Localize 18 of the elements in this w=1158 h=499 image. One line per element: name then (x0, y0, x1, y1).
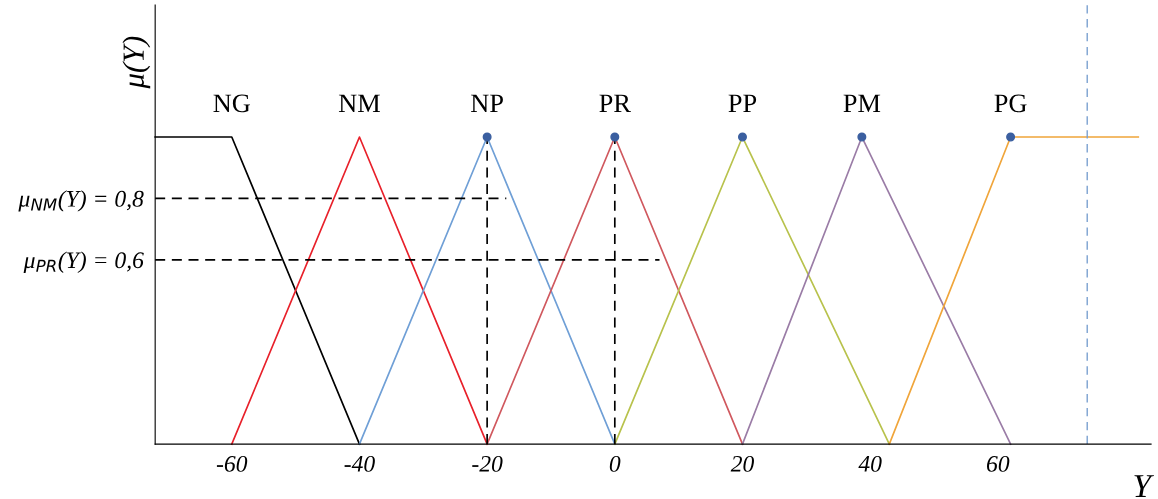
x-tick-label: 0 (609, 455, 621, 472)
series-label: PP (728, 94, 757, 112)
x-tick-label: -40 (344, 455, 375, 472)
x-tick-label: 60 (986, 455, 1010, 472)
series-label: NP (471, 94, 503, 112)
series-label: NG (213, 94, 251, 113)
series-label: PM (843, 94, 881, 112)
series-label: NM (338, 94, 380, 112)
y-tick-label: μ$_{NM}$(Y) = 0,8 (18, 190, 144, 212)
y-axis-title: μ(Y) (122, 36, 151, 89)
y-tick-label: μ$_{PR}$(Y) = 0,6 (23, 251, 144, 274)
x-tick-label: -60 (216, 455, 248, 472)
x-tick-label: 40 (858, 455, 882, 472)
series-label: PG (994, 94, 1027, 113)
series-label: PR (599, 94, 631, 112)
x-axis-title: Y (1134, 475, 1155, 497)
x-tick-label: 20 (730, 455, 754, 472)
x-tick-label: -20 (472, 455, 503, 472)
